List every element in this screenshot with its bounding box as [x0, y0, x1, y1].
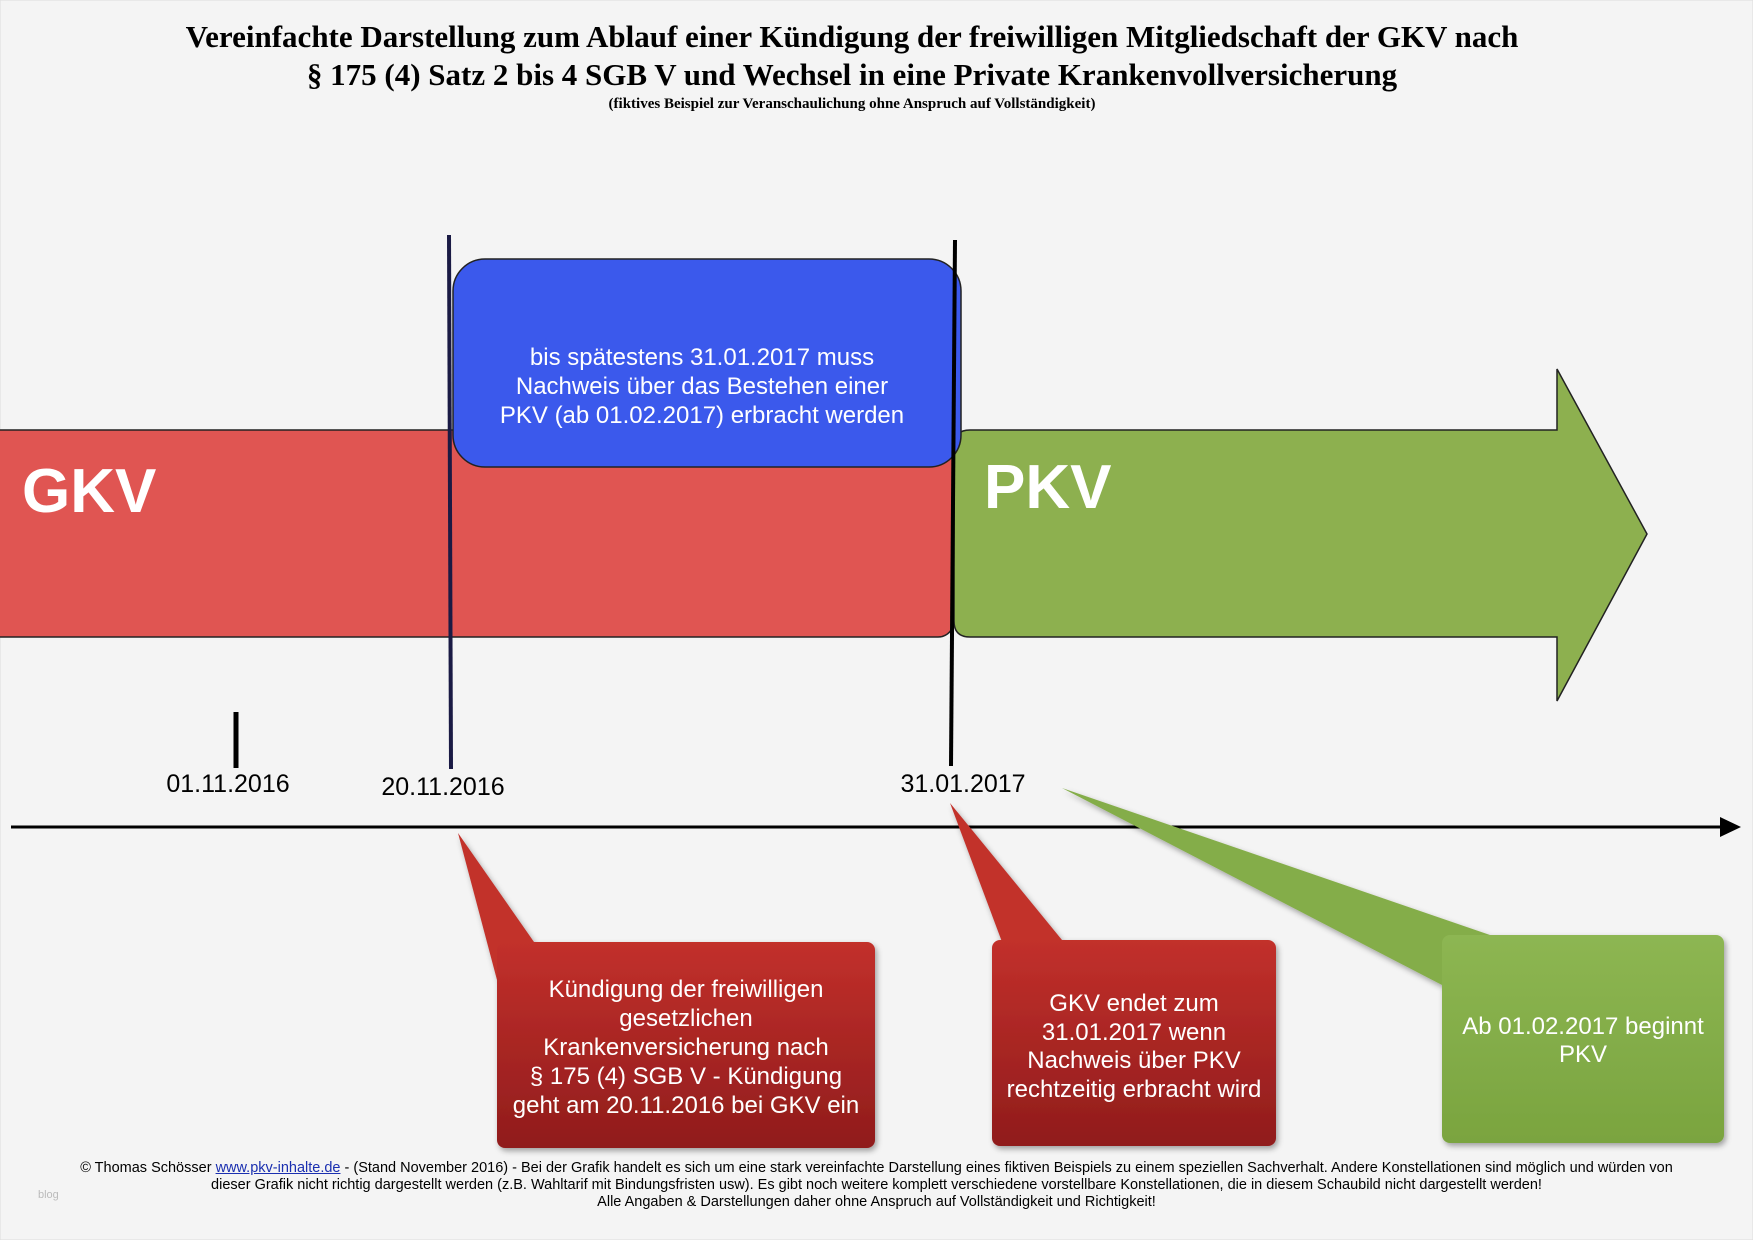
date-label: 01.11.2016 — [166, 770, 289, 798]
info-text: PKV (ab 01.02.2017) erbracht werden — [500, 402, 904, 429]
callout-box — [1442, 935, 1724, 1143]
callout-text: geht am 20.11.2016 bei GKV ein — [513, 1092, 859, 1119]
callout-text: PKV — [1559, 1041, 1607, 1068]
title-line: Vereinfachte Darstellung zum Ablauf eine… — [186, 19, 1519, 54]
timeline-arrowhead — [1720, 817, 1741, 837]
subtitle: (fiktives Beispiel zur Veranschaulichung… — [609, 96, 1096, 112]
title-line: § 175 (4) Satz 2 bis 4 SGB V und Wechsel… — [307, 57, 1398, 92]
callout-text: gesetzlichen — [619, 1005, 752, 1032]
callout — [458, 833, 875, 1148]
footer-text: - (Stand November 2016) - Bei der Grafik… — [340, 1160, 1673, 1176]
gkv-label: GKV — [22, 457, 156, 526]
info-text: Nachweis über das Bestehen einer — [516, 373, 888, 400]
marker-line — [447, 234, 453, 770]
callout-text: GKV endet zum — [1049, 990, 1218, 1017]
info-text: bis spätestens 31.01.2017 muss — [530, 344, 874, 371]
callout-text: Nachweis über PKV — [1027, 1047, 1240, 1074]
callout-text: Kündigung der freiwilligen — [549, 976, 824, 1003]
callout-text: rechtzeitig erbracht wird — [1007, 1076, 1262, 1103]
callout — [1062, 788, 1724, 1143]
callout-text: 31.01.2017 wenn — [1042, 1019, 1226, 1046]
callout-text: Ab 01.02.2017 beginnt — [1462, 1013, 1704, 1040]
footer-line: Alle Angaben & Darstellungen daher ohne … — [597, 1194, 1156, 1210]
info-box — [452, 258, 962, 468]
footer-link[interactable]: www.pkv-inhalte.de — [215, 1160, 341, 1176]
footer-text: © Thomas Schösser — [80, 1160, 216, 1176]
footer-line: dieser Grafik nicht richtig dargestellt … — [211, 1177, 1542, 1193]
callout-text: Krankenversicherung nach — [543, 1034, 829, 1061]
callout — [950, 803, 1276, 1146]
pkv-label: PKV — [984, 453, 1111, 522]
marker-line — [949, 239, 957, 767]
callout-pointer — [1062, 788, 1490, 985]
footer-line: © Thomas Schösser www.pkv-inhalte.de - (… — [0, 1160, 1753, 1176]
date-label: 31.01.2017 — [900, 770, 1025, 798]
callout-text: § 175 (4) SGB V - Kündigung — [530, 1063, 842, 1090]
watermark: blog — [38, 1189, 59, 1201]
date-label: 20.11.2016 — [381, 773, 504, 801]
callout-box — [497, 942, 875, 1148]
callout-box — [992, 940, 1276, 1146]
